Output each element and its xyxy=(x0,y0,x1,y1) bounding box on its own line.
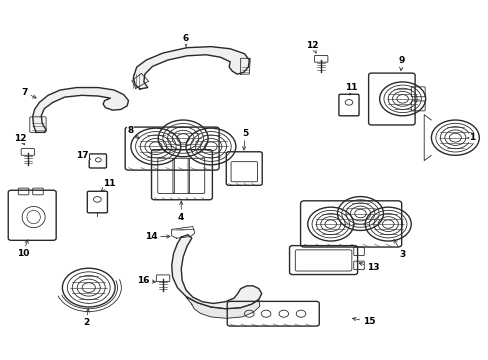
Text: 12: 12 xyxy=(14,134,26,145)
Text: 1: 1 xyxy=(467,133,474,142)
Text: 6: 6 xyxy=(183,34,189,46)
Text: 5: 5 xyxy=(242,129,248,150)
Text: 16: 16 xyxy=(136,276,155,285)
Text: 10: 10 xyxy=(17,240,29,258)
Polygon shape xyxy=(171,235,261,309)
Text: 14: 14 xyxy=(144,232,170,241)
Text: 4: 4 xyxy=(178,201,184,221)
Text: 7: 7 xyxy=(22,88,36,98)
Text: 11: 11 xyxy=(344,83,356,95)
Polygon shape xyxy=(133,47,249,89)
Text: 15: 15 xyxy=(352,317,375,326)
Polygon shape xyxy=(33,87,128,132)
Text: 9: 9 xyxy=(398,56,404,71)
Text: 17: 17 xyxy=(76,151,90,160)
Text: 8: 8 xyxy=(127,126,139,139)
Polygon shape xyxy=(185,297,259,318)
Text: 2: 2 xyxy=(83,309,89,327)
Text: 13: 13 xyxy=(358,262,378,272)
Text: 3: 3 xyxy=(393,239,405,258)
Text: 12: 12 xyxy=(305,41,318,53)
Text: 11: 11 xyxy=(101,179,115,191)
